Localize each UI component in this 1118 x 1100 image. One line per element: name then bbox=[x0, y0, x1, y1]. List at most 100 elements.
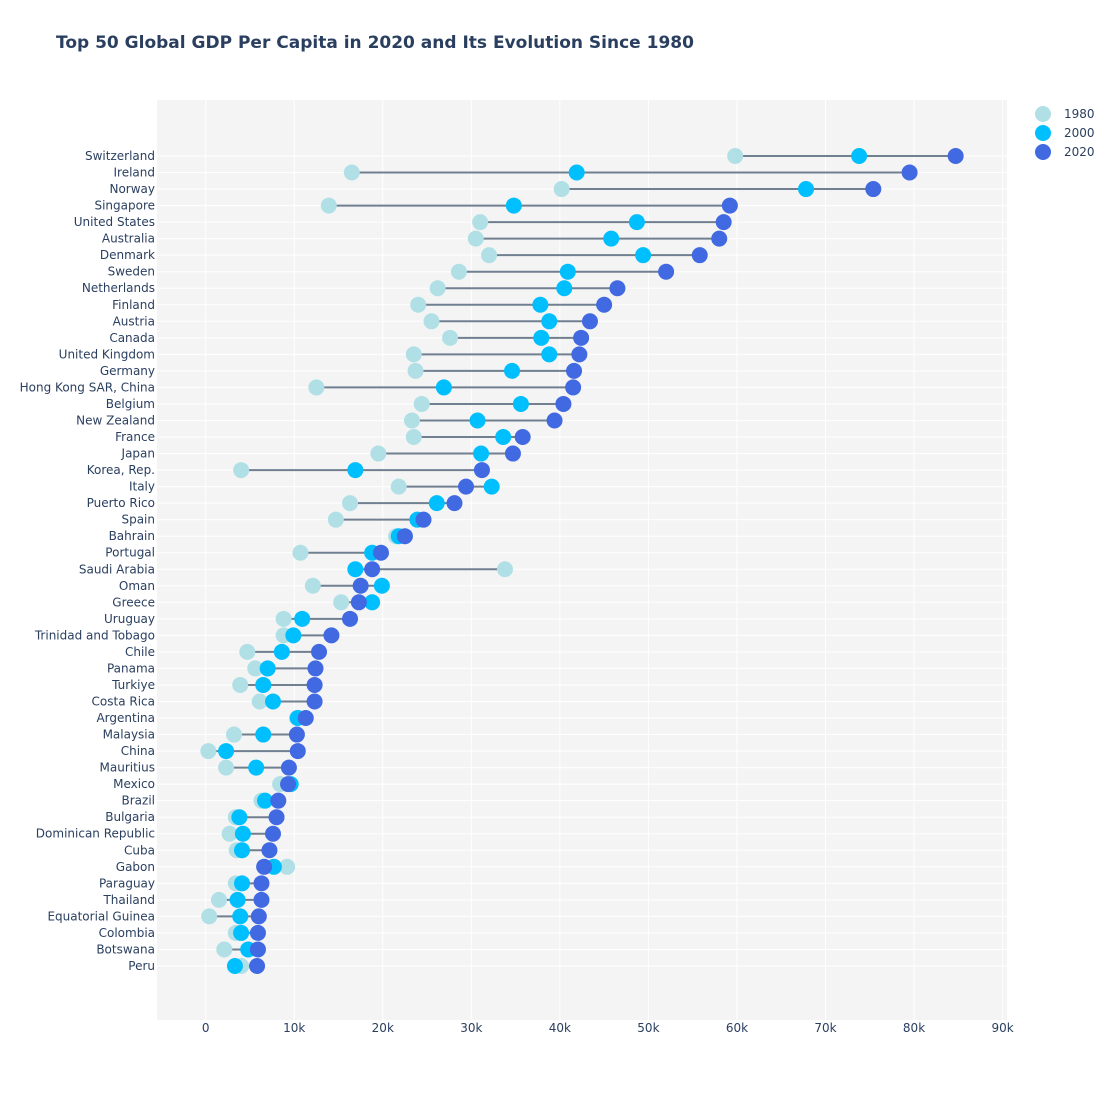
marker-2000-chile[interactable] bbox=[273, 643, 290, 660]
marker-2020-peru[interactable] bbox=[249, 957, 266, 974]
marker-1980-china[interactable] bbox=[200, 743, 217, 760]
marker-1980-mauritius[interactable] bbox=[218, 759, 235, 776]
marker-2020-oman[interactable] bbox=[352, 577, 369, 594]
marker-1980-netherlands[interactable] bbox=[429, 280, 446, 297]
marker-2020-panama[interactable] bbox=[307, 660, 324, 677]
marker-2020-portugal[interactable] bbox=[373, 544, 390, 561]
marker-2000-cuba[interactable] bbox=[234, 842, 250, 859]
marker-2020-korea-rep[interactable] bbox=[473, 462, 490, 479]
marker-2020-denmark[interactable] bbox=[691, 247, 708, 264]
marker-2000-austria[interactable] bbox=[541, 313, 558, 330]
marker-2000-saudi-arabia[interactable] bbox=[347, 561, 364, 578]
marker-2020-ireland[interactable] bbox=[901, 164, 918, 181]
marker-2020-japan[interactable] bbox=[504, 445, 521, 462]
marker-2020-italy[interactable] bbox=[458, 478, 475, 495]
marker-1980-sweden[interactable] bbox=[450, 263, 467, 280]
marker-1980-australia[interactable] bbox=[467, 230, 484, 247]
marker-2020-norway[interactable] bbox=[865, 181, 882, 198]
marker-1980-gabon[interactable] bbox=[279, 858, 296, 875]
legend-marker-1980[interactable] bbox=[1035, 106, 1051, 122]
marker-2020-equatorial-guinea[interactable] bbox=[250, 908, 267, 925]
marker-1980-france[interactable] bbox=[405, 429, 422, 446]
marker-2000-italy[interactable] bbox=[483, 478, 500, 495]
marker-2000-trinidad-and-tobago[interactable] bbox=[285, 627, 302, 644]
marker-1980-ireland[interactable] bbox=[343, 164, 360, 181]
marker-1980-equatorial-guinea[interactable] bbox=[201, 908, 218, 925]
marker-2000-sweden[interactable] bbox=[559, 263, 576, 280]
marker-2020-paraguay[interactable] bbox=[253, 875, 270, 892]
marker-2020-bulgaria[interactable] bbox=[268, 809, 285, 826]
marker-2000-switzerland[interactable] bbox=[851, 148, 868, 164]
marker-2000-mauritius[interactable] bbox=[248, 759, 265, 776]
legend-label-2020[interactable]: 2020 bbox=[1064, 145, 1095, 159]
marker-2000-puerto-rico[interactable] bbox=[428, 495, 445, 512]
marker-2000-turkiye[interactable] bbox=[255, 676, 272, 693]
marker-2000-ireland[interactable] bbox=[568, 164, 585, 181]
marker-1980-korea-rep[interactable] bbox=[233, 462, 250, 479]
marker-1980-singapore[interactable] bbox=[320, 197, 337, 214]
marker-1980-thailand[interactable] bbox=[210, 891, 227, 908]
marker-2000-panama[interactable] bbox=[259, 660, 276, 677]
marker-2000-new-zealand[interactable] bbox=[469, 412, 486, 429]
marker-2020-bahrain[interactable] bbox=[396, 528, 413, 545]
marker-2000-dominican-republic[interactable] bbox=[234, 825, 251, 842]
marker-2020-chile[interactable] bbox=[311, 643, 328, 660]
marker-1980-malaysia[interactable] bbox=[226, 726, 243, 743]
marker-1980-norway[interactable] bbox=[553, 181, 570, 198]
marker-2000-oman[interactable] bbox=[373, 577, 390, 594]
marker-1980-uruguay[interactable] bbox=[275, 610, 292, 627]
marker-2000-brazil[interactable] bbox=[257, 792, 274, 809]
marker-2020-united-states[interactable] bbox=[715, 214, 732, 231]
marker-2000-germany[interactable] bbox=[504, 362, 521, 379]
marker-2000-united-kingdom[interactable] bbox=[541, 346, 558, 363]
marker-2020-malaysia[interactable] bbox=[288, 726, 305, 743]
legend-marker-2000[interactable] bbox=[1035, 125, 1051, 141]
marker-2020-mexico[interactable] bbox=[280, 776, 297, 793]
legend-marker-2020[interactable] bbox=[1035, 144, 1051, 160]
marker-1980-dominican-republic[interactable] bbox=[221, 825, 238, 842]
marker-2020-finland[interactable] bbox=[596, 296, 613, 313]
marker-2020-belgium[interactable] bbox=[555, 395, 572, 412]
marker-2000-japan[interactable] bbox=[473, 445, 490, 462]
marker-2000-greece[interactable] bbox=[364, 594, 381, 611]
marker-2020-mauritius[interactable] bbox=[280, 759, 297, 776]
marker-1980-canada[interactable] bbox=[442, 329, 459, 346]
marker-2000-belgium[interactable] bbox=[512, 395, 529, 412]
marker-1980-austria[interactable] bbox=[423, 313, 440, 330]
marker-2020-spain[interactable] bbox=[415, 511, 432, 528]
marker-2020-colombia[interactable] bbox=[249, 924, 266, 941]
marker-2000-australia[interactable] bbox=[603, 230, 620, 247]
marker-1980-hong-kong-sar-china[interactable] bbox=[308, 379, 325, 396]
marker-2000-korea-rep[interactable] bbox=[347, 462, 364, 479]
marker-2020-dominican-republic[interactable] bbox=[264, 825, 281, 842]
marker-2020-france[interactable] bbox=[514, 429, 531, 446]
marker-2020-switzerland[interactable] bbox=[947, 148, 964, 164]
marker-2000-costa-rica[interactable] bbox=[264, 693, 281, 710]
marker-1980-botswana[interactable] bbox=[216, 941, 233, 958]
marker-1980-japan[interactable] bbox=[370, 445, 387, 462]
marker-2020-netherlands[interactable] bbox=[609, 280, 626, 297]
marker-2000-peru[interactable] bbox=[226, 957, 243, 974]
marker-2020-thailand[interactable] bbox=[253, 891, 270, 908]
marker-1980-united-kingdom[interactable] bbox=[405, 346, 422, 363]
marker-2020-cuba[interactable] bbox=[261, 842, 278, 859]
marker-2020-china[interactable] bbox=[289, 743, 306, 760]
marker-1980-puerto-rico[interactable] bbox=[342, 495, 359, 512]
marker-1980-switzerland[interactable] bbox=[727, 148, 744, 164]
marker-2020-trinidad-and-tobago[interactable] bbox=[323, 627, 340, 644]
marker-1980-costa-rica[interactable] bbox=[251, 693, 268, 710]
marker-2020-hong-kong-sar-china[interactable] bbox=[565, 379, 582, 396]
legend[interactable]: 1980 2000 2020 bbox=[1035, 106, 1095, 160]
marker-2000-bulgaria[interactable] bbox=[231, 809, 248, 826]
marker-2000-thailand[interactable] bbox=[229, 891, 246, 908]
legend-label-2000[interactable]: 2000 bbox=[1064, 126, 1095, 140]
marker-2000-paraguay[interactable] bbox=[234, 875, 250, 892]
marker-2020-austria[interactable] bbox=[581, 313, 598, 330]
marker-2000-united-states[interactable] bbox=[628, 214, 645, 231]
marker-1980-panama[interactable] bbox=[247, 660, 264, 677]
marker-1980-portugal[interactable] bbox=[292, 544, 309, 561]
marker-2000-hong-kong-sar-china[interactable] bbox=[435, 379, 452, 396]
marker-2020-puerto-rico[interactable] bbox=[446, 495, 463, 512]
marker-1980-italy[interactable] bbox=[390, 478, 407, 495]
marker-1980-saudi-arabia[interactable] bbox=[496, 561, 513, 578]
